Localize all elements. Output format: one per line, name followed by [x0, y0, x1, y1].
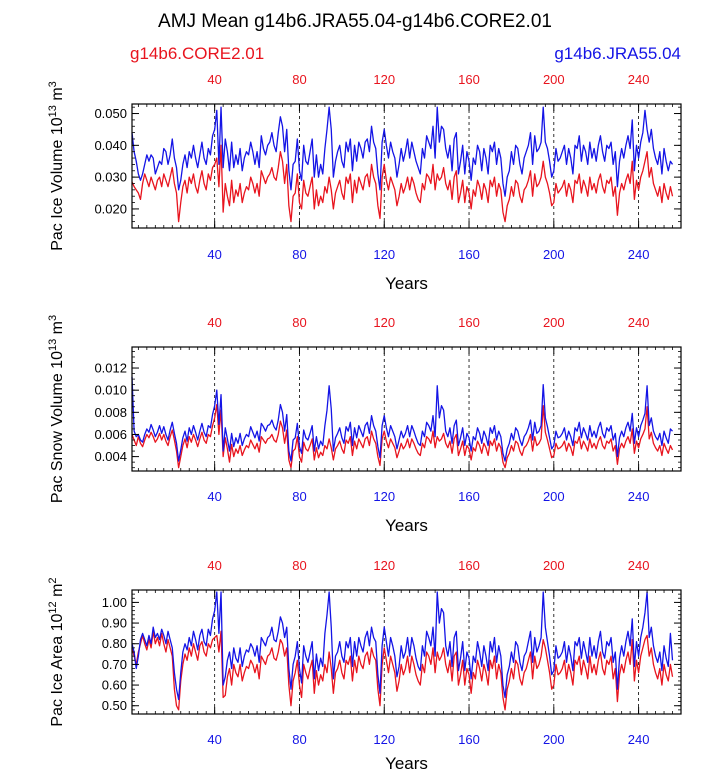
- yaxis-label-unit: m: [49, 321, 66, 339]
- xaxis-label: Years: [385, 274, 428, 293]
- chart-panel-2: 0.004 0.006 0.008 0.010 0.012 40 40 80 80 120 120 1…: [47, 315, 682, 535]
- xtick-label-bottom: 200: [543, 489, 565, 504]
- xtick-label-top: 120: [373, 315, 395, 330]
- chart-panel-1: 0.020 0.030 0.040 0.050 40 40 80 80 120 120 160 160…: [47, 72, 682, 293]
- xtick-label-bottom: 80: [292, 247, 306, 262]
- ytick-label: 0.90: [102, 616, 127, 631]
- xaxis-label: Years: [385, 516, 428, 535]
- yaxis-label: Pac Ice Area 1012 m2: [47, 577, 66, 726]
- xtick-label-top: 240: [628, 315, 650, 330]
- xtick-label-top: 80: [292, 72, 306, 87]
- ytick-label: 0.60: [102, 678, 127, 693]
- xtick-label-bottom: 160: [458, 247, 480, 262]
- xtick-label-top: 80: [292, 558, 306, 573]
- xtick-label-bottom: 160: [458, 732, 480, 747]
- yaxis-label-exp: 13: [47, 339, 59, 351]
- yaxis-label-text: Pac Ice Volume 10: [49, 117, 66, 251]
- chart-panels: 0.020 0.030 0.040 0.050 40 40 80 80 120 120 160 160…: [47, 72, 682, 773]
- xtick-label-top: 40: [207, 72, 221, 87]
- series-line-jra: [131, 376, 673, 462]
- ytick-label: 0.004: [94, 449, 127, 464]
- xtick-label-top: 200: [543, 72, 565, 87]
- xtick-label-top: 160: [458, 558, 480, 573]
- series-line-core: [131, 144, 674, 223]
- yaxis-label-unit-exp: 2: [47, 577, 59, 583]
- xtick-label-bottom: 200: [543, 247, 565, 262]
- ytick-label: 0.020: [94, 201, 127, 216]
- xtick-label-top: 160: [458, 315, 480, 330]
- legend-jra: g14b6.JRA55.04: [554, 44, 681, 63]
- xtick-label-top: 160: [458, 72, 480, 87]
- ytick-label: 0.50: [102, 698, 127, 713]
- figure-title: AMJ Mean g14b6.JRA55.04-g14b6.CORE2.01: [158, 11, 552, 32]
- xtick-label-top: 240: [628, 558, 650, 573]
- yaxis-label-unit: m: [49, 87, 66, 105]
- xtick-label-bottom: 40: [207, 247, 221, 262]
- plot-frame: [131, 346, 682, 472]
- xtick-label-top: 40: [207, 558, 221, 573]
- xtick-label-bottom: 40: [207, 489, 221, 504]
- xtick-label-bottom: 240: [628, 247, 650, 262]
- legend-core: g14b6.CORE2.01: [130, 44, 264, 63]
- xtick-label-bottom: 40: [207, 732, 221, 747]
- xtick-label-top: 200: [543, 558, 565, 573]
- xtick-label-bottom: 240: [628, 489, 650, 504]
- xaxis-label: Years: [385, 754, 428, 773]
- yaxis-label-text: Pac Ice Area 10: [49, 614, 66, 727]
- series-line-jra: [131, 106, 674, 197]
- xtick-label-bottom: 240: [628, 732, 650, 747]
- yaxis-label-unit-exp: 3: [47, 315, 59, 321]
- yaxis-label: Pac Ice Volume 1013 m3: [47, 81, 66, 251]
- ytick-label: 0.012: [94, 361, 127, 376]
- xtick-label-top: 240: [628, 72, 650, 87]
- xtick-label-bottom: 80: [292, 732, 306, 747]
- ytick-label: 0.80: [102, 636, 127, 651]
- yaxis-label: Pac Snow Volume 1013 m3: [47, 315, 66, 503]
- xtick-label-bottom: 160: [458, 489, 480, 504]
- ytick-label: 0.70: [102, 657, 127, 672]
- plot-frame: [131, 103, 682, 229]
- ytick-label: 0.006: [94, 427, 127, 442]
- xtick-label-bottom: 80: [292, 489, 306, 504]
- series-line-core: [131, 630, 674, 711]
- xtick-label-top: 80: [292, 315, 306, 330]
- chart-panel-3: 0.50 0.60 0.70 0.80 0.90 1.00 40 40 80 80 120 120 16…: [47, 558, 682, 773]
- xtick-label-bottom: 120: [373, 247, 395, 262]
- xtick-label-top: 40: [207, 315, 221, 330]
- yaxis-label-exp: 12: [47, 601, 59, 613]
- yaxis-label-text: Pac Snow Volume 10: [49, 351, 66, 503]
- xtick-label-bottom: 120: [373, 489, 395, 504]
- series-line-jra: [131, 591, 674, 701]
- xtick-label-bottom: 200: [543, 732, 565, 747]
- ytick-label: 0.008: [94, 405, 127, 420]
- ytick-label: 1.00: [102, 595, 127, 610]
- yaxis-label-unit-exp: 3: [47, 81, 59, 87]
- ytick-label: 0.050: [94, 106, 127, 121]
- xtick-label-top: 120: [373, 558, 395, 573]
- yaxis-label-unit: m: [49, 584, 66, 602]
- xtick-label-top: 200: [543, 315, 565, 330]
- ytick-label: 0.040: [94, 138, 127, 153]
- xtick-label-bottom: 120: [373, 732, 395, 747]
- xtick-label-top: 120: [373, 72, 395, 87]
- ytick-label: 0.030: [94, 170, 127, 185]
- yaxis-label-exp: 13: [47, 105, 59, 117]
- ytick-label: 0.010: [94, 383, 127, 398]
